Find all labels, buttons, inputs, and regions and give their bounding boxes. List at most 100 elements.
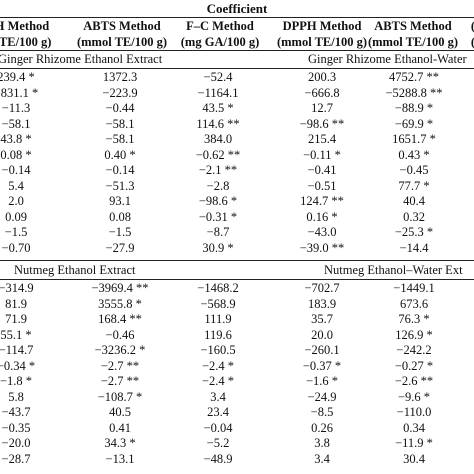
table-row: 5.8 −108.7 * 3.4 −24.9 −9.6 *: [0, 390, 474, 404]
table-cell: −13.1: [105, 451, 135, 466]
table-cell: −0.34 *: [0, 358, 36, 373]
table-cell: −0.62 **: [195, 147, 241, 162]
table-row: 2.0 93.1 −98.6 * 124.7 ** 40.4: [0, 194, 474, 208]
table-cell: −0.04: [203, 420, 233, 435]
table-cell: −2.1 **: [198, 163, 238, 177]
table-cell: 5.4: [8, 178, 24, 193]
table-cell: −1468.2: [197, 281, 239, 295]
table-cell: −0.35: [1, 420, 31, 435]
section-label-nutmeg-ethanol: Nutmeg Ethanol Extract: [14, 263, 136, 277]
table-cell: −223.9: [102, 85, 138, 100]
table-cell: −2.7 **: [100, 374, 140, 388]
header-col-2-line1: ABTS Method: [83, 19, 161, 33]
table-cell: 126.9 *: [395, 327, 433, 342]
section-divider-rule: [0, 260, 474, 261]
header-row-2: l TE/100 g) (mmol TE/100 g) (mg GA/100 g…: [0, 34, 474, 50]
table-cell: −2.7 **: [100, 358, 140, 373]
table-cell: −5.2: [206, 436, 230, 450]
table-cell: −1.5: [108, 225, 132, 239]
table-cell: −0.14: [1, 163, 31, 177]
header-col-1-line2: l TE/100 g): [0, 35, 52, 49]
table-cell: −58.1: [1, 116, 31, 131]
table-cell: 76.3 *: [398, 312, 430, 326]
table-cell: −98.6 *: [198, 194, 238, 208]
table-cell: −43.7: [1, 405, 31, 419]
table-cell: 30.9 *: [202, 240, 234, 255]
table-cell: −242.2: [396, 343, 432, 357]
table-cell: −0.27 *: [394, 358, 434, 373]
table-cell: 0.08: [109, 209, 131, 224]
table-cell: 0.41: [109, 420, 131, 435]
table-row: −1.5 −1.5 −8.7 −43.0 −25.3 *: [0, 225, 474, 239]
table-cell: −314.9: [0, 281, 34, 295]
section-2-rule: [0, 279, 474, 280]
table-cell: −114.7: [0, 343, 34, 357]
table-cell: −1.5: [4, 225, 28, 239]
table-row: −831.1 * −223.9 −1164.1 −666.8 −5288.8 **: [0, 86, 474, 100]
table-cell: 0.40 *: [104, 147, 136, 162]
table-cell: −0.45: [399, 163, 429, 177]
table-cell: −52.4: [203, 70, 233, 84]
table-cell: 43.8 *: [0, 132, 32, 146]
table-cell: −14.4: [399, 240, 429, 255]
table-cell: 119.6: [204, 327, 232, 342]
header-col-6-line1: (: [471, 18, 474, 34]
header-rule: [0, 50, 474, 51]
table-cell: −260.1: [304, 343, 340, 357]
table-cell: −1.8 *: [0, 374, 33, 388]
table-cell: −831.1 *: [0, 85, 39, 100]
header-col-1-line1: H Method: [0, 19, 50, 33]
table-cell: −39.0 **: [299, 240, 345, 255]
table-cell: −8.7: [206, 225, 230, 239]
table-cell: −1164.1: [197, 85, 239, 100]
section-label-ginger-ethanol-water: Ginger Rhizome Ethanol-Water: [308, 52, 467, 66]
table-cell: 71.9: [5, 312, 27, 326]
table-cell: 93.1: [109, 194, 131, 208]
table-cell: 673.6: [399, 296, 429, 311]
table-row: −11.3 −0.44 43.5 * 12.7 −88.9 *: [0, 101, 474, 115]
top-rule: [0, 17, 474, 18]
table-cell: 23.4: [207, 405, 229, 419]
table-row: 43.8 * −58.1 384.0 215.4 1651.7 *: [0, 132, 474, 146]
header-col-4-line2: (mmol TE/100 g): [276, 35, 368, 49]
table-cell: 4752.7 **: [389, 70, 439, 84]
table-cell: 0.34: [403, 420, 425, 435]
table-cell: 55.1 *: [0, 327, 32, 342]
table-cell: 183.9: [307, 296, 337, 311]
table-cell: −0.46: [105, 327, 135, 342]
table-cell: −20.0: [1, 436, 31, 450]
section-1-rule: [0, 68, 474, 69]
table-row: −20.0 34.3 * −5.2 3.8 −11.9 *: [0, 436, 474, 450]
table-cell: 34.3 *: [104, 436, 136, 450]
table-cell: 3.8: [314, 436, 330, 450]
table-row: 81.9 3555.8 * −568.9 183.9 673.6: [0, 297, 474, 311]
table-cell: −1449.1: [393, 281, 435, 295]
table-row: −314.9 −3969.4 ** −1468.2 −702.7 −1449.1: [0, 281, 474, 295]
table-cell: 0.16 *: [306, 209, 338, 224]
section-label-ginger-ethanol: Ginger Rhizome Ethanol Extract: [0, 52, 163, 66]
table-cell: 81.9: [5, 296, 27, 311]
table-cell: 1372.3: [102, 70, 138, 84]
table-cell: −27.9: [105, 240, 135, 255]
table-cell: −0.44: [105, 101, 135, 115]
header-row-1: H Method ABTS Method F–C Method DPPH Met…: [0, 18, 474, 34]
table-cell: 77.7 *: [398, 178, 430, 193]
table-cell: −1.6 *: [305, 374, 339, 388]
header-col-5-line1: ABTS Method: [374, 19, 452, 33]
table-cell: −51.3: [105, 178, 135, 193]
table-cell: 35.7: [311, 312, 333, 326]
section-label-nutmeg-ethanol-water: Nutmeg Ethanol–Water Ext: [324, 263, 463, 277]
table-cell: 200.3: [307, 70, 337, 84]
table-cell: 3555.8 *: [98, 296, 142, 311]
table-cell: −8.5: [310, 405, 334, 419]
table-cell: 3.4: [210, 389, 226, 404]
table-cell: −110.0: [396, 405, 432, 419]
table-cell: 114.6 **: [196, 116, 240, 131]
table-cell: −0.31 *: [198, 209, 238, 224]
table-cell: −2.6 **: [394, 374, 434, 388]
table-cell: 0.43 *: [398, 147, 430, 162]
table-cell: 168.4 **: [98, 312, 142, 326]
table-cell: −98.6 **: [299, 116, 345, 131]
table-row: −43.7 40.5 23.4 −8.5 −110.0: [0, 405, 474, 419]
